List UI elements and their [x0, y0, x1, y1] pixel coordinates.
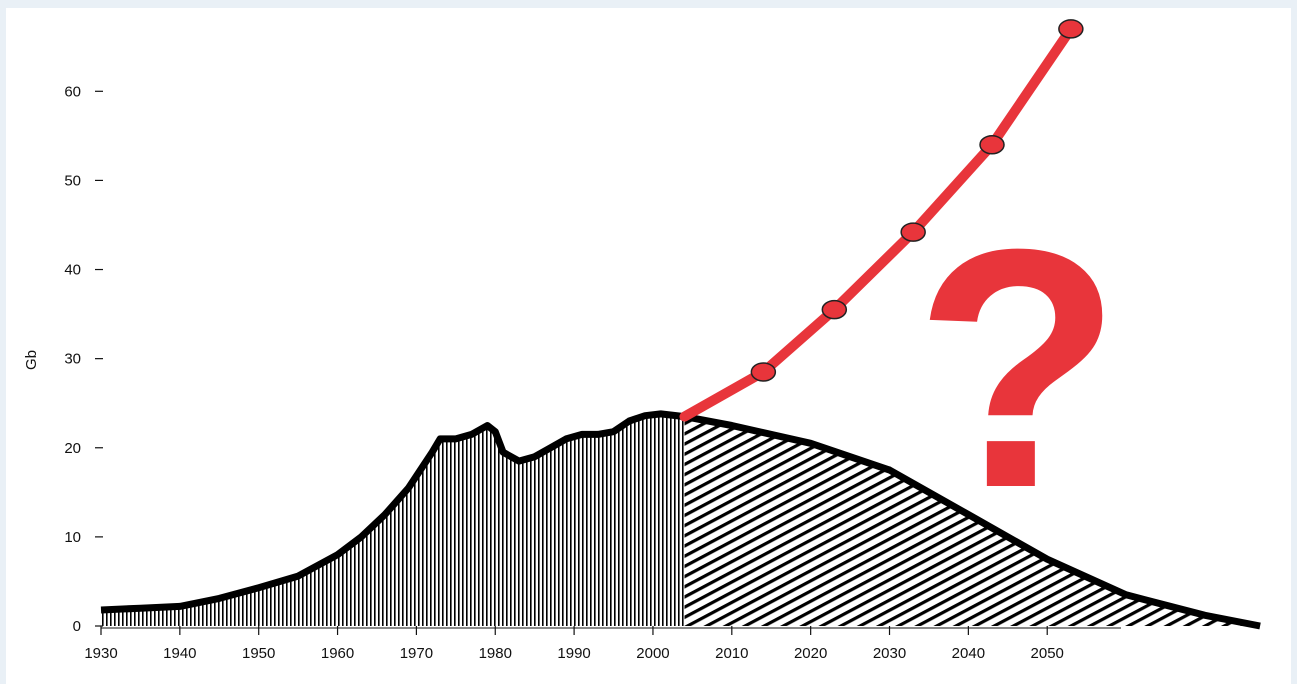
- x-tick-label: 1930: [84, 645, 117, 662]
- y-tick-label: 20: [64, 440, 81, 457]
- x-tick-label: 1970: [400, 645, 433, 662]
- x-tick-label: 1990: [557, 645, 590, 662]
- projection-point: [979, 135, 1005, 155]
- x-tick-label: 2030: [873, 645, 906, 662]
- y-tick-label: 40: [64, 262, 81, 279]
- projection-point: [900, 222, 926, 242]
- question-mark-annotation: ?: [914, 179, 1122, 559]
- x-tick-label: 1950: [242, 645, 275, 662]
- x-tick-label: 1960: [321, 645, 354, 662]
- history-area: [101, 413, 685, 626]
- y-tick-label: 50: [64, 172, 81, 189]
- y-tick-label: 60: [64, 83, 81, 100]
- projection-line: [679, 23, 1076, 422]
- projection-point: [750, 362, 777, 382]
- chart-frame: 0 10 20 30 40 50 60 1930 1940 1950 1960 1970 1980 199…: [6, 8, 1291, 684]
- x-tick-label: 2040: [952, 645, 985, 662]
- x-tick-label: 2050: [1031, 645, 1064, 662]
- projection-point: [1058, 19, 1084, 39]
- y-tick-label: 10: [64, 529, 81, 546]
- y-tick-label: 0: [73, 618, 81, 635]
- x-tick-label: 2010: [715, 645, 748, 662]
- x-tick-label: 1940: [163, 645, 196, 662]
- y-tick-label: 30: [64, 351, 81, 368]
- future-area: [684, 416, 1261, 626]
- x-tick-label: 1980: [479, 645, 512, 662]
- x-tick-label: 2000: [636, 645, 669, 662]
- projection-point: [821, 299, 848, 320]
- x-tick-label: 2020: [794, 645, 827, 662]
- production-outline: [100, 410, 1261, 630]
- y-axis-label: Gb: [23, 350, 40, 370]
